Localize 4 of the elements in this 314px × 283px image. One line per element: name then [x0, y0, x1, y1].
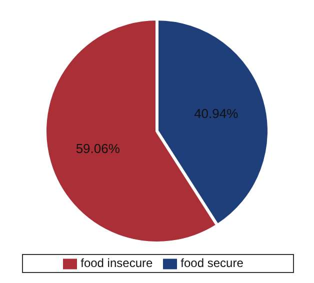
data-label: 40.94%	[194, 106, 239, 122]
legend-label: food insecure	[80, 256, 153, 270]
legend-label: food secure	[180, 256, 244, 270]
data-label: 59.06%	[76, 140, 120, 156]
